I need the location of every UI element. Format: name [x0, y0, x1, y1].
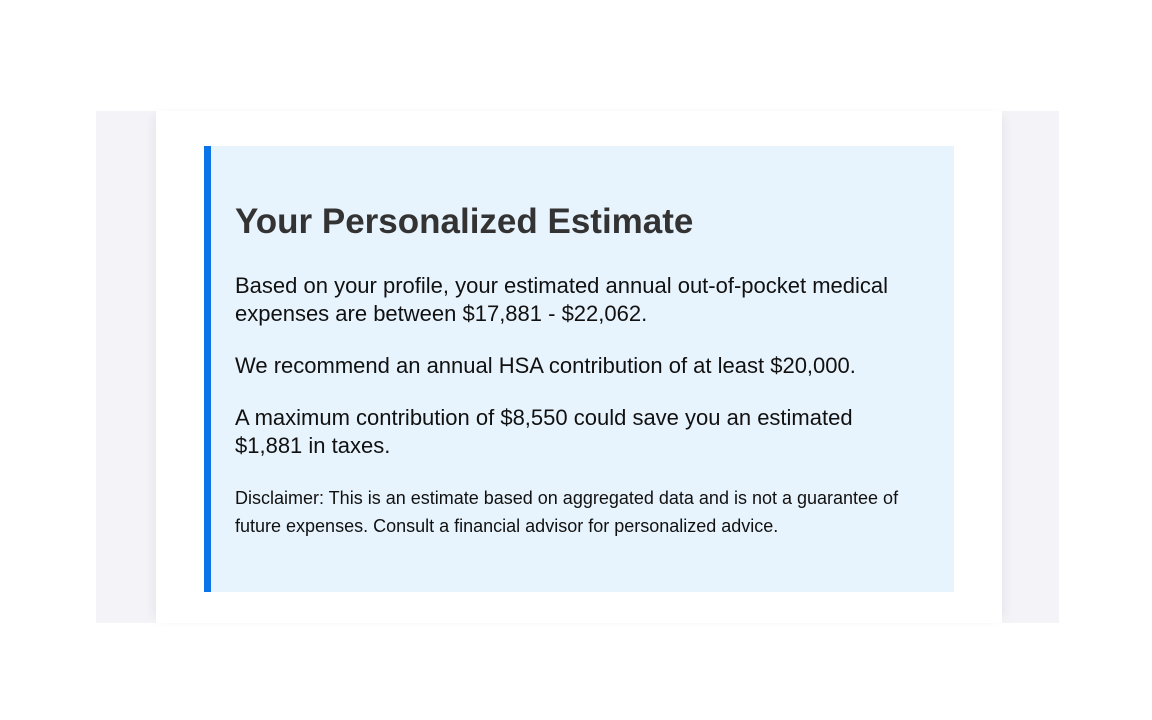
estimate-card: Your Personalized Estimate Based on your…: [204, 146, 954, 592]
content-panel: Your Personalized Estimate Based on your…: [156, 111, 1002, 623]
estimate-title: Your Personalized Estimate: [235, 202, 694, 241]
hsa-recommendation-text: We recommend an annual HSA contribution …: [235, 353, 856, 378]
content-frame: Your Personalized Estimate Based on your…: [96, 111, 1059, 623]
disclaimer-text: Disclaimer: This is an estimate based on…: [235, 488, 899, 536]
expenses-estimate-text: Based on your profile, your estimated an…: [235, 273, 889, 326]
tax-savings-text: A maximum contribution of $8,550 could s…: [235, 405, 853, 458]
